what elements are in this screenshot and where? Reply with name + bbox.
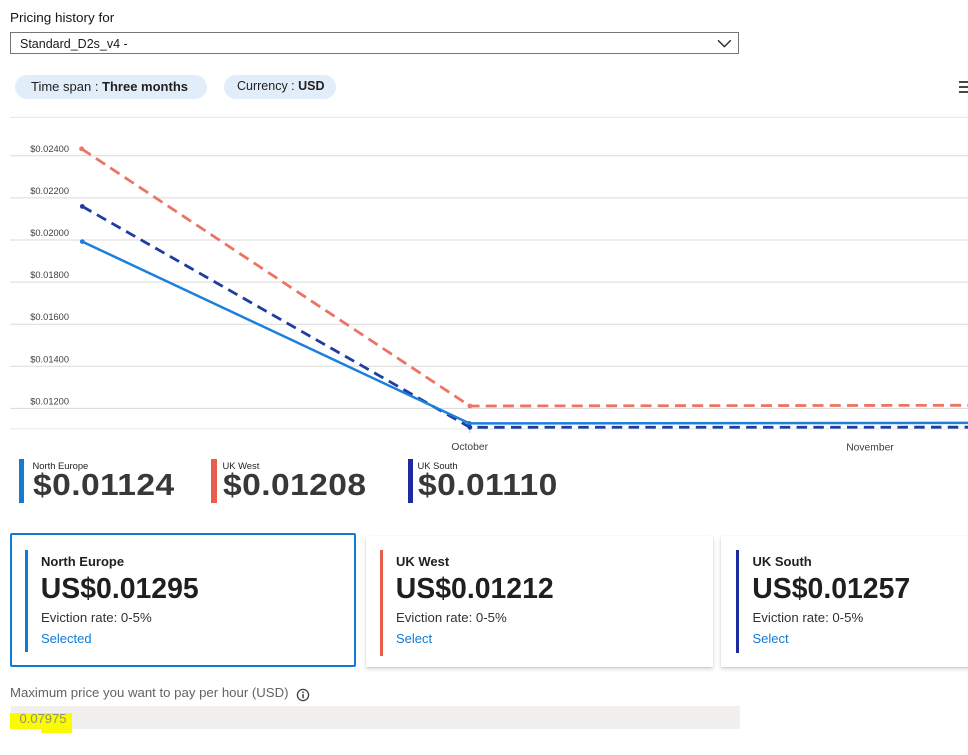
svg-text:$0.02200: $0.02200	[30, 186, 69, 196]
svg-text:$0.01800: $0.01800	[30, 270, 69, 280]
svg-text:October: October	[451, 442, 488, 453]
svg-text:$0.02400: $0.02400	[30, 144, 69, 154]
svg-text:November: November	[846, 442, 894, 453]
svg-text:$0.02000: $0.02000	[30, 228, 69, 238]
svg-text:$0.01600: $0.01600	[30, 312, 69, 322]
svg-text:$0.01400: $0.01400	[30, 354, 69, 364]
svg-text:$0.01200: $0.01200	[30, 396, 69, 406]
